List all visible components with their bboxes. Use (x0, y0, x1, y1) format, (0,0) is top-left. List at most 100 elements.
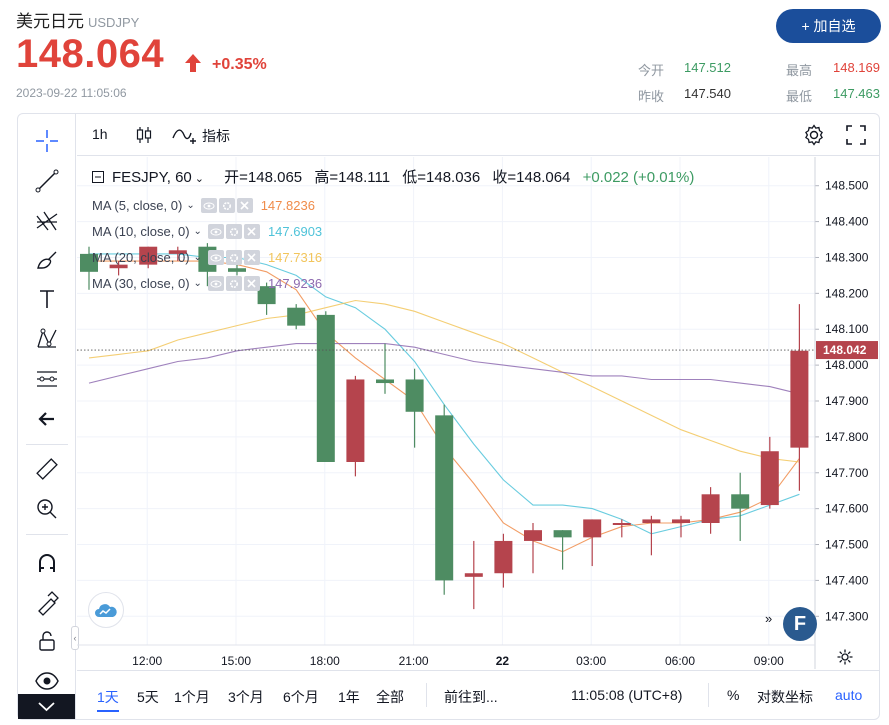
fullscreen-icon[interactable] (845, 124, 867, 146)
range-1d[interactable]: 1天 (97, 689, 119, 705)
x-tick-label: 09:00 (754, 654, 784, 668)
eye-icon[interactable] (207, 224, 224, 239)
ma-label: MA (30, close, 0) (92, 276, 190, 291)
gear-icon[interactable] (225, 224, 242, 239)
prev-close-label: 昨收 (638, 89, 665, 104)
fib-tool-icon[interactable] (32, 206, 62, 236)
gear-icon[interactable] (225, 250, 242, 265)
auto-scale-toggle[interactable]: auto (835, 687, 863, 703)
ma-legend-row[interactable]: MA (5, close, 0) ⌄ 147.8236 (92, 198, 315, 213)
ma-line (88, 343, 800, 395)
chevron-down-icon[interactable]: ⌄ (194, 173, 204, 185)
gear-icon[interactable] (836, 648, 854, 666)
crosshair-icon[interactable] (32, 126, 62, 156)
ma-label: MA (10, close, 0) (92, 224, 190, 239)
candle (672, 515, 690, 538)
candle (553, 530, 572, 570)
goto-date-button[interactable]: 前往到... (444, 689, 498, 705)
chevron-down-icon[interactable]: ⌄ (193, 252, 202, 263)
time-axis[interactable]: 12:00 15:00 18:00 21:00 22 03:00 06:00 09:00 (77, 644, 815, 668)
add-watchlist-button[interactable]: + 加自选 (776, 9, 881, 43)
ruler-icon[interactable] (32, 454, 62, 484)
legend-symbol[interactable]: FESJPY, 60 (112, 169, 192, 186)
y-tick-label: 148.500 (825, 179, 869, 193)
lock-drawing-icon[interactable] (32, 588, 62, 618)
pattern-tool-icon[interactable] (32, 324, 62, 354)
close-icon[interactable] (243, 276, 260, 291)
eye-icon[interactable] (200, 198, 217, 213)
candle (168, 246, 187, 262)
percent-scale-toggle[interactable]: % (727, 687, 740, 703)
chart-widget (17, 113, 880, 720)
scroll-to-latest-icon[interactable]: » (765, 611, 773, 626)
back-arrow-icon[interactable] (32, 404, 62, 434)
chevron-down-icon (38, 702, 55, 712)
close-icon[interactable] (243, 250, 260, 265)
toolbar-expand-button[interactable] (18, 694, 75, 719)
unlock-icon[interactable] (32, 626, 62, 656)
log-scale-toggle[interactable]: 对数坐标 (757, 689, 813, 705)
interval-selector[interactable]: 1h (92, 126, 108, 142)
range-5d[interactable]: 5天 (137, 689, 159, 705)
candle (583, 519, 602, 567)
brush-icon[interactable] (32, 246, 62, 276)
price-change: +0.35% (212, 56, 267, 73)
candle (642, 515, 661, 556)
collapse-legend-icon[interactable] (92, 171, 104, 183)
price-axis[interactable]: 148.500 148.400 148.300 148.200 148.100 148.0… (814, 157, 869, 669)
open-value: 147.512 (684, 60, 731, 75)
eye-icon[interactable] (207, 276, 224, 291)
x-tick-label: 03:00 (576, 654, 606, 668)
chevron-down-icon[interactable]: ⌄ (193, 226, 202, 237)
chevron-down-icon[interactable]: ⌄ (186, 200, 195, 211)
price-chart[interactable]: 148.042 148.500148.400148.300148.200148.… (77, 157, 879, 669)
magnet-icon[interactable] (32, 548, 62, 578)
current-price-line: 148.042 (77, 341, 878, 360)
close-icon[interactable] (236, 198, 253, 213)
ma-legend-row[interactable]: MA (20, close, 0) ⌄ 147.7316 (92, 250, 322, 265)
chevron-down-icon[interactable]: ⌄ (193, 278, 202, 289)
candle-body (435, 415, 454, 581)
trend-line-icon[interactable] (32, 166, 62, 196)
y-tick-label: 148.400 (825, 215, 869, 229)
y-tick-label: 147.500 (825, 538, 869, 552)
candle (790, 304, 809, 491)
measure-range-icon[interactable] (32, 364, 62, 394)
gear-icon[interactable] (803, 124, 825, 146)
candle-body (553, 530, 572, 538)
eye-icon[interactable] (207, 250, 224, 265)
current-price-label: 148.042 (823, 343, 867, 357)
close-icon[interactable] (243, 224, 260, 239)
legend-open: 开=148.065 (224, 169, 303, 186)
zoom-in-icon[interactable] (32, 494, 62, 524)
range-3m[interactable]: 3个月 (228, 689, 264, 705)
broker-logo-icon[interactable]: F (783, 607, 817, 641)
eye-icon[interactable] (32, 666, 62, 696)
candle-body (139, 246, 158, 265)
y-tick-label: 147.300 (825, 609, 869, 623)
drawing-toolbar: ‹ (18, 114, 79, 719)
range-all[interactable]: 全部 (376, 689, 404, 705)
indicators-button[interactable]: 指标 (202, 128, 230, 144)
ma-legend-row[interactable]: MA (30, close, 0) ⌄ 147.9236 (92, 276, 322, 291)
clock-timezone[interactable]: 11:05:08 (UTC+8) (571, 687, 683, 703)
ma-legend-row[interactable]: MA (10, close, 0) ⌄ 147.6903 (92, 224, 322, 239)
gear-icon[interactable] (225, 276, 242, 291)
y-tick-label: 148.000 (825, 358, 869, 372)
legend-change: +0.022 (+0.01%) (582, 169, 695, 186)
range-1m[interactable]: 1个月 (174, 689, 210, 705)
candle-style-icon[interactable] (134, 125, 154, 145)
gear-icon[interactable] (218, 198, 235, 213)
bottom-divider (426, 683, 427, 707)
candle-body (524, 530, 542, 541)
candle (494, 533, 513, 588)
candle (287, 304, 306, 330)
x-tick-label: 12:00 (132, 654, 162, 668)
cloud-logo-button[interactable] (88, 592, 124, 628)
range-1y[interactable]: 1年 (338, 689, 360, 705)
indicators-icon[interactable] (172, 126, 198, 144)
collapse-toolbar-handle[interactable]: ‹ (71, 626, 79, 650)
text-tool-icon[interactable] (32, 284, 62, 314)
range-6m[interactable]: 6个月 (283, 689, 319, 705)
